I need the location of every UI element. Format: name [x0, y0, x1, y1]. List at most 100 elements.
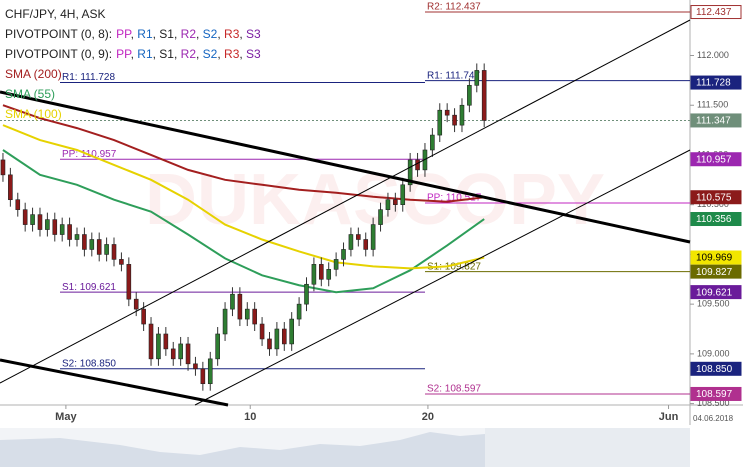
candle-body — [267, 338, 272, 350]
price-marker-label: 110.575 — [696, 192, 732, 203]
candle-body — [156, 333, 161, 360]
candle-body — [0, 159, 6, 176]
date-label: 04.06.2018 — [693, 414, 734, 423]
candle-body — [459, 104, 465, 126]
candle-body — [311, 264, 317, 285]
legend: CHF/JPY, 4H, ASK PIVOTPOINT (0, 8): PP, R… — [5, 7, 261, 121]
separator: , — [174, 47, 181, 61]
price-marker — [690, 190, 742, 205]
candle-body — [15, 199, 21, 210]
candle-body — [385, 199, 391, 210]
candle-body — [126, 264, 132, 300]
candle-body — [326, 269, 332, 280]
candle-body — [59, 224, 65, 235]
candle-body — [244, 308, 250, 320]
candle-body — [259, 323, 265, 340]
price-marker — [690, 152, 742, 167]
chart-title: CHF/JPY, 4H, ASK — [5, 7, 105, 21]
candle-body — [289, 318, 294, 345]
indicator-name: PIVOTPOINT (0, 8): — [5, 27, 112, 41]
indicator-item: S1 — [159, 47, 174, 61]
candle-body — [89, 239, 95, 250]
candle-body — [378, 209, 383, 225]
price-marker-label: 111.728 — [696, 78, 731, 89]
candle-body — [37, 214, 43, 230]
price-marker-label: 108.850 — [696, 364, 733, 375]
candle-body — [193, 363, 198, 370]
price-marker — [690, 75, 742, 90]
separator: , — [196, 47, 203, 61]
indicator-item: R3 — [224, 47, 240, 61]
price-marker-label: 111.347 — [696, 116, 731, 127]
indicator-item: PP — [116, 27, 132, 41]
price-marker — [690, 212, 742, 227]
candle-body — [237, 293, 243, 320]
candle-body — [133, 298, 139, 310]
navigator-area — [0, 432, 485, 467]
legend-entry: SMA (55) — [5, 87, 55, 101]
trend-line — [0, 358, 229, 407]
candle-body — [474, 70, 480, 86]
candle-body — [119, 259, 124, 265]
indicator-item: R2 — [181, 27, 197, 41]
candle-body — [415, 159, 420, 171]
candle-body — [104, 244, 109, 255]
trend-lines — [0, 19, 691, 407]
candle-body — [74, 234, 80, 240]
candle-body — [481, 70, 487, 121]
price-marker — [690, 386, 742, 401]
x-tick-label: Jun — [659, 411, 679, 423]
indicator-item: R3 — [224, 27, 240, 41]
price-marker-label: 109.969 — [696, 253, 733, 264]
channel-line — [194, 149, 691, 406]
candle-body — [45, 219, 50, 230]
price-marker — [690, 264, 742, 279]
separator: , — [131, 27, 138, 41]
y-tick-label: 108.500 — [697, 398, 730, 408]
price-marker-label: 109.827 — [696, 267, 733, 278]
pivot-label: PP: 110.517 — [427, 193, 482, 204]
candle-body — [148, 323, 154, 360]
price-marker — [690, 5, 742, 20]
pivot-label: R1: 111.728 — [62, 72, 115, 83]
separator: , — [153, 47, 160, 61]
indicator-item: S2 — [203, 27, 218, 41]
separator: , — [196, 27, 203, 41]
candle-body — [304, 283, 309, 305]
candle-body — [444, 109, 450, 116]
separator: , — [174, 27, 181, 41]
channel-line — [0, 19, 691, 384]
candle-body — [111, 244, 117, 260]
price-marker-label: 110.957 — [696, 154, 732, 165]
indicator-name: PIVOTPOINT (0, 9): — [5, 47, 112, 61]
pivot-label: R1: 111.747 — [427, 70, 480, 81]
indicator-legend: PIVOTPOINT (0, 9): PP, R1, S1, R2, S2, R3… — [5, 47, 261, 61]
legend-entry: SMA (200) — [5, 67, 62, 81]
candle-body — [370, 224, 376, 250]
legend-entry: SMA (100) — [5, 107, 62, 121]
indicator-item: R2 — [181, 47, 197, 61]
price-marker-label: 110.356 — [696, 214, 732, 225]
indicator-item: S1 — [159, 27, 174, 41]
price-marker — [690, 285, 742, 300]
y-tick-label: 109.500 — [697, 299, 730, 309]
candle-body — [82, 234, 87, 250]
separator: , — [217, 27, 224, 41]
indicator-item: R1 — [137, 27, 153, 41]
candle-body — [333, 259, 339, 270]
sma-line — [2, 124, 485, 270]
sma-line — [2, 149, 485, 294]
candle-body — [452, 114, 457, 126]
price-marker — [690, 113, 742, 128]
x-tick-label: 10 — [244, 411, 256, 423]
candle-body — [178, 343, 183, 360]
x-tick-label: May — [55, 411, 77, 423]
price-marker-label: 108.597 — [696, 389, 733, 400]
candle-body — [96, 239, 102, 255]
pivot-label: S2: 108.850 — [62, 358, 116, 369]
pivot-label: R2: 112.437 — [427, 2, 481, 13]
candle-body — [207, 358, 213, 385]
indicator-item: S3 — [246, 27, 261, 41]
